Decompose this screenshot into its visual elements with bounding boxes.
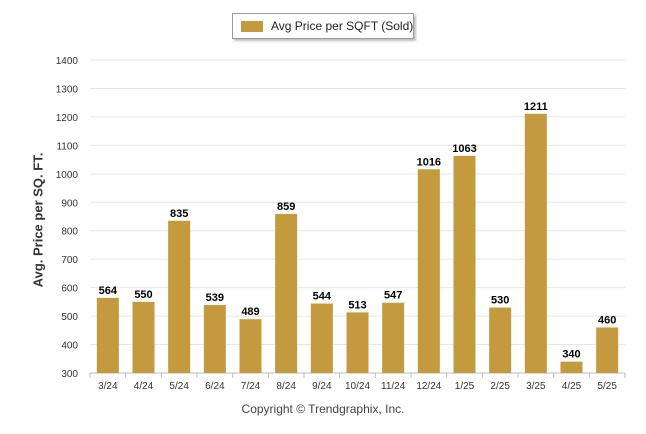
data-label: 544 xyxy=(313,291,332,303)
bar xyxy=(524,113,547,374)
x-tick-label: 9/24 xyxy=(312,381,332,392)
x-tick-label: 3/25 xyxy=(526,381,546,392)
x-tick-label: 4/24 xyxy=(134,381,154,392)
bar xyxy=(310,303,333,373)
bar xyxy=(417,169,440,373)
bar xyxy=(560,361,583,373)
bar xyxy=(96,297,119,373)
x-tick-label: 5/24 xyxy=(169,381,189,392)
data-label: 1211 xyxy=(524,101,548,113)
x-tick-label: 12/24 xyxy=(416,381,441,392)
data-label: 460 xyxy=(598,314,616,326)
data-label: 539 xyxy=(206,292,224,304)
y-tick-label: 1200 xyxy=(56,113,79,124)
bar xyxy=(203,304,226,373)
x-tick-label: 6/24 xyxy=(205,381,225,392)
x-tick-label: 1/25 xyxy=(455,381,475,392)
x-tick-label: 10/24 xyxy=(345,381,370,392)
x-tick-label: 2/25 xyxy=(490,381,510,392)
y-tick-label: 900 xyxy=(61,198,78,209)
data-label: 513 xyxy=(348,299,366,311)
bar xyxy=(132,301,155,373)
data-label: 1063 xyxy=(452,143,476,155)
x-tick-label: 5/25 xyxy=(597,381,617,392)
y-tick-label: 300 xyxy=(61,369,78,380)
x-tick-label: 4/25 xyxy=(562,381,582,392)
copyright-credit: Copyright © Trendgraphix, Inc. xyxy=(241,402,405,416)
bar xyxy=(596,327,619,373)
bar xyxy=(382,302,405,373)
x-tick-label: 11/24 xyxy=(381,381,406,392)
data-label: 835 xyxy=(170,208,188,220)
y-tick-label: 1400 xyxy=(56,56,79,67)
bar xyxy=(346,312,369,373)
legend: Avg Price per SQFT (Sold) xyxy=(232,13,414,39)
legend-label: Avg Price per SQFT (Sold) xyxy=(271,19,414,33)
data-label: 547 xyxy=(384,290,402,302)
data-label: 340 xyxy=(562,349,580,361)
bar xyxy=(275,213,298,373)
legend-swatch xyxy=(241,21,263,32)
y-tick-label: 500 xyxy=(61,312,78,323)
data-label: 530 xyxy=(491,295,509,307)
bar xyxy=(489,307,512,373)
x-tick-label: 8/24 xyxy=(276,381,296,392)
y-tick-label: 800 xyxy=(61,227,78,238)
bar xyxy=(168,220,191,373)
data-label: 550 xyxy=(134,289,152,301)
data-label: 859 xyxy=(277,201,295,213)
bar xyxy=(453,155,476,373)
y-tick-label: 400 xyxy=(61,341,78,352)
y-tick-label: 700 xyxy=(61,255,78,266)
y-tick-label: 1100 xyxy=(56,141,78,152)
data-label: 489 xyxy=(241,306,259,318)
x-tick-label: 7/24 xyxy=(241,381,261,392)
data-label: 1016 xyxy=(417,156,441,168)
bar xyxy=(239,319,262,373)
y-tick-label: 1300 xyxy=(56,84,79,95)
data-label: 564 xyxy=(99,285,118,297)
y-tick-label: 600 xyxy=(61,284,78,295)
y-tick-label: 1000 xyxy=(56,170,79,181)
x-tick-label: 3/24 xyxy=(98,381,118,392)
